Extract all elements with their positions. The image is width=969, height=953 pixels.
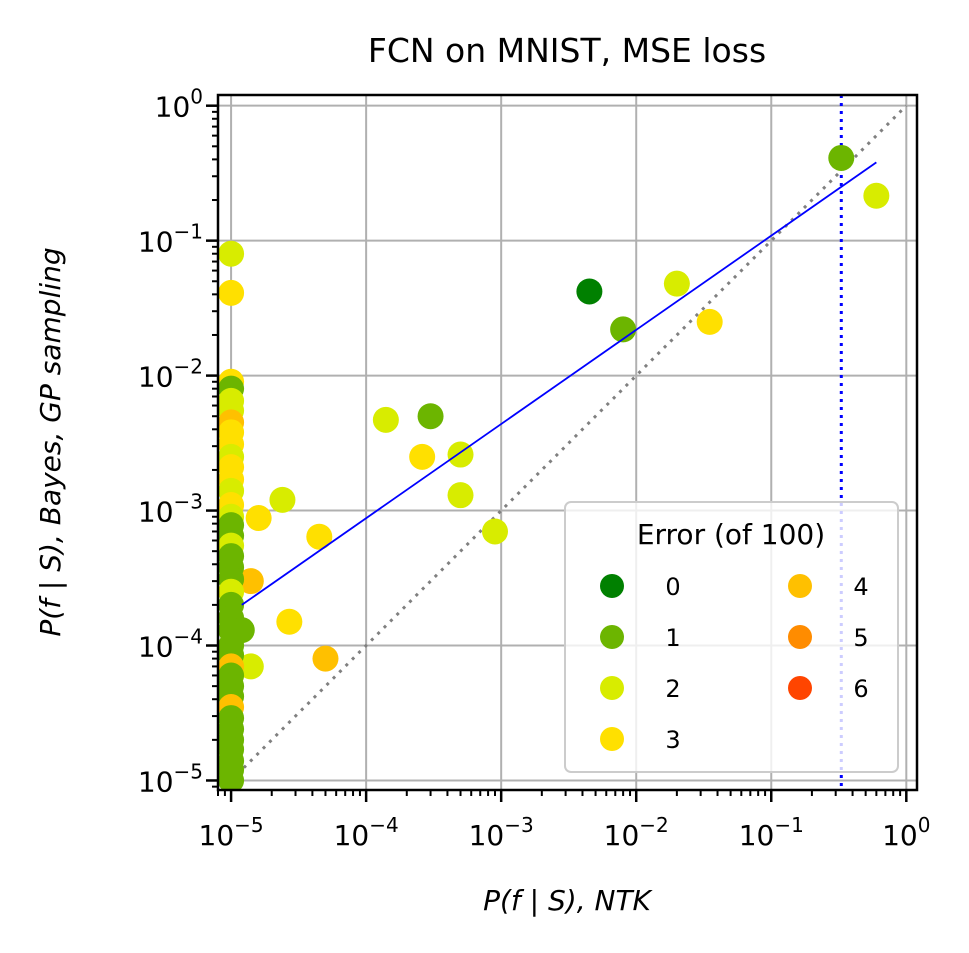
y-tick-label-0-base: 10 (138, 765, 174, 798)
legend-entries: 0 1 2 3 4 5 6 (600, 573, 869, 754)
x-tick-label-3-exponent: −2 (639, 813, 668, 837)
x-axis-label: P(f | S), NTK (483, 884, 653, 917)
x-tick-label-0-base: 10 (199, 819, 235, 852)
data-point-12 (269, 486, 296, 513)
x-tick-label-4: 10−1 (739, 813, 804, 852)
legend-marker-4 (788, 574, 812, 598)
data-point-11 (481, 518, 508, 545)
legend-marker-3 (600, 727, 624, 751)
y-tick-label-4-exponent: −1 (174, 220, 203, 244)
x-tick-label-2-exponent: −3 (504, 813, 533, 837)
data-point-16 (276, 608, 303, 635)
x-tick-label-5: 100 (882, 813, 930, 852)
y-tick-label-2: 10−3 (138, 490, 203, 529)
data-point-17 (312, 645, 339, 672)
data-point-15 (237, 568, 264, 595)
x-tick-labels: 10−5 10−4 10−3 10−2 10−1 100 (199, 813, 931, 852)
y-tick-label-3-exponent: −2 (174, 355, 203, 379)
legend-label-4: 4 (853, 573, 868, 601)
data-point-7 (372, 406, 399, 433)
x-tick-label-3-base: 10 (604, 819, 640, 852)
y-tick-label-0-exponent: −5 (174, 759, 203, 783)
y-tick-label-1-exponent: −4 (174, 625, 203, 649)
legend-label-2: 2 (665, 675, 680, 703)
x-tick-label-4-base: 10 (739, 819, 775, 852)
x-tick-label-4-exponent: −1 (774, 813, 803, 837)
legend-label-3: 3 (665, 726, 680, 754)
data-point-10 (447, 482, 474, 509)
x-tick-label-3: 10−2 (604, 813, 669, 852)
data-point-21 (218, 279, 245, 306)
legend-marker-5 (788, 625, 812, 649)
data-point-20 (218, 240, 245, 267)
y-tick-label-3: 10−2 (138, 355, 203, 394)
x-tick-label-0: 10−5 (199, 813, 264, 852)
data-point-18 (237, 653, 264, 680)
fit-line (241, 161, 877, 606)
y-axis-label: P(f | S), Bayes, GP sampling (34, 247, 67, 636)
y-tick-label-2-exponent: −3 (174, 490, 203, 514)
x-tick-label-1-exponent: −4 (369, 813, 398, 837)
x-tick-label-2: 10−3 (469, 813, 534, 852)
legend-label-1: 1 (665, 624, 680, 652)
legend-box (564, 501, 899, 773)
data-point-2 (576, 278, 603, 305)
legend-marker-6 (788, 676, 812, 700)
data-point-9 (409, 443, 436, 470)
data-point-4 (663, 270, 690, 297)
y-tick-label-4: 10−1 (138, 220, 203, 259)
x-tick-label-5-base: 10 (882, 819, 918, 852)
data-point-14 (306, 523, 333, 550)
y-tick-label-2-base: 10 (138, 496, 174, 529)
data-point-58 (218, 767, 245, 790)
data-point-5 (696, 308, 723, 335)
data-points (218, 144, 890, 790)
plot-area (218, 95, 908, 790)
y-tick-label-4-base: 10 (138, 226, 174, 259)
legend: Error (of 100) 0 1 2 3 4 5 6 (564, 501, 899, 773)
legend-label-5: 5 (853, 624, 868, 652)
data-point-13 (245, 505, 272, 532)
y-tick-label-5-exponent: 0 (190, 85, 203, 109)
y-tick-label-3-base: 10 (138, 361, 174, 394)
legend-label-0: 0 (665, 573, 680, 601)
chart-title: FCN on MNIST, MSE loss (368, 31, 766, 70)
data-point-0 (828, 144, 855, 171)
legend-label-6: 6 (853, 675, 868, 703)
y-tick-label-5: 100 (155, 85, 203, 124)
legend-title: Error (of 100) (637, 518, 825, 551)
x-tick-label-0-exponent: −5 (234, 813, 263, 837)
y-tick-label-5-base: 10 (155, 91, 191, 124)
legend-marker-0 (600, 574, 624, 598)
legend-marker-2 (600, 676, 624, 700)
y-tick-label-1-base: 10 (138, 631, 174, 664)
plot-frame (216, 93, 919, 792)
y-tick-label-0: 10−5 (138, 759, 203, 798)
data-point-1 (863, 182, 890, 209)
axis-ticks (206, 104, 908, 802)
data-point-6 (417, 403, 444, 430)
y-tick-label-1: 10−4 (138, 625, 203, 664)
legend-marker-1 (600, 625, 624, 649)
x-tick-label-1: 10−4 (334, 813, 399, 852)
x-tick-label-1-base: 10 (334, 819, 370, 852)
identity-line (230, 104, 908, 782)
x-tick-label-2-base: 10 (469, 819, 505, 852)
data-point-3 (610, 316, 637, 343)
x-tick-label-5-exponent: 0 (918, 813, 931, 837)
